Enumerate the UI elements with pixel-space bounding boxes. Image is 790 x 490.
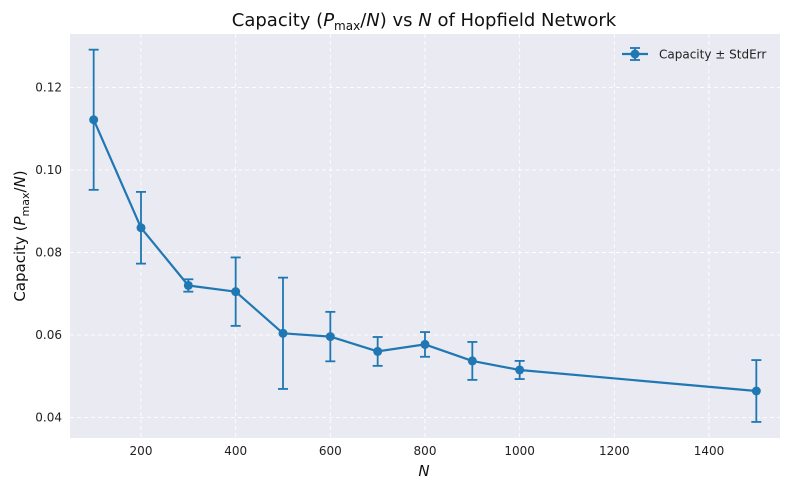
data-point <box>325 332 335 342</box>
data-point <box>751 386 761 396</box>
data-point <box>515 365 525 375</box>
legend-marker <box>630 49 640 59</box>
data-point <box>231 287 241 297</box>
y-axis-label: Capacity (Pmax/N) <box>11 170 32 301</box>
data-point <box>136 223 146 233</box>
data-point <box>420 339 430 349</box>
x-tick-label: 400 <box>224 444 247 458</box>
data-point <box>278 328 288 338</box>
x-tick-label: 1400 <box>694 444 725 458</box>
data-point <box>183 280 193 290</box>
data-point <box>467 356 477 366</box>
x-tick-label: 1000 <box>504 444 535 458</box>
x-tick-label: 600 <box>319 444 342 458</box>
legend-label: Capacity ± StdErr <box>659 48 766 62</box>
y-tick-label: 0.12 <box>35 81 62 95</box>
x-tick-label: 800 <box>414 444 437 458</box>
series-layer <box>88 48 762 423</box>
data-point <box>373 346 383 356</box>
y-tick-label: 0.06 <box>35 328 62 342</box>
chart-title: Capacity (Pmax/N) vs N of Hopfield Netwo… <box>232 10 617 33</box>
data-point <box>89 115 99 125</box>
tick-labels: 200 400 600 800 1000 1200 1400 0.04 0.06 0.08 0.10… <box>35 81 724 458</box>
x-axis-label: N <box>418 462 429 480</box>
x-tick-label: 200 <box>130 444 153 458</box>
x-tick-label: 1200 <box>599 444 630 458</box>
legend: Capacity ± StdErr <box>622 47 766 62</box>
y-tick-label: 0.04 <box>35 410 62 424</box>
y-tick-label: 0.10 <box>35 163 62 177</box>
y-tick-label: 0.08 <box>35 245 62 259</box>
